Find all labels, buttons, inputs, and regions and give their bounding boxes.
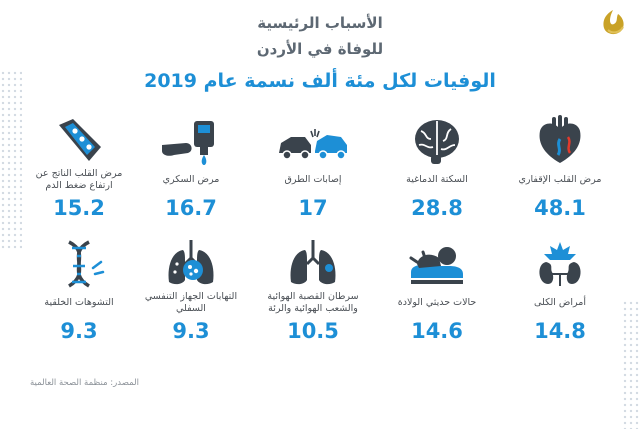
subtitle: الوفيات لكل مئة ألف نسمة عام 2019 [144, 70, 496, 92]
brain-icon [415, 120, 459, 164]
cause-label: مرض السكري [162, 174, 220, 185]
cause-cell-stroke: السكتة الدماغية 28.8 [382, 115, 492, 221]
cause-cell-lung-cancer: سرطان القصبة الهوائية والشعب الهوائية وا… [258, 238, 368, 344]
cause-cell-ischemic-heart: مرض القلب الإقفاري 48.1 [505, 115, 615, 221]
cause-cell-diabetes: مرض السكري 16.7 [136, 115, 246, 221]
decorative-dots-left [0, 70, 22, 250]
cause-value: 9.3 [60, 319, 98, 343]
cause-label: إصابات الطرق [284, 174, 342, 185]
cause-label: حالات حديثي الولادة [397, 297, 477, 308]
car-crash-icon [279, 129, 347, 160]
cause-label: مرض القلب الإقفاري [518, 174, 602, 185]
cause-label: مرض القلب الناتج عن ارتفاع ضغط الدم [35, 168, 123, 191]
cause-value: 28.8 [411, 196, 463, 220]
cause-value: 10.5 [287, 319, 339, 343]
title-line-2: للوفاة في الأردن [256, 40, 384, 58]
heart-icon [539, 115, 581, 163]
aljazeera-logo [603, 10, 624, 35]
artery-icon [59, 119, 101, 161]
title-line-1: الأسباب الرئيسية [257, 14, 383, 32]
cause-label: سرطان القصبة الهوائية والشعب الهوائية وا… [267, 291, 359, 314]
cause-cell-congenital: التشوهات الخلقية 9.3 [24, 238, 134, 344]
cause-value: 9.3 [172, 319, 210, 343]
cause-label: التهابات الجهاز التنفسي السفلي [144, 291, 238, 314]
cause-cell-hypertensive-heart: مرض القلب الناتج عن ارتفاع ضغط الدم 15.2 [24, 115, 134, 221]
blood-glucose-icon [162, 121, 214, 165]
cause-value: 48.1 [534, 196, 586, 220]
cause-value: 17 [298, 196, 328, 220]
lungs-icon [290, 240, 336, 285]
cause-cell-road-injuries: إصابات الطرق 17 [258, 115, 368, 221]
decorative-dots-right [622, 300, 640, 429]
kidney-icon [539, 242, 581, 286]
cause-cell-neonatal: حالات حديثي الولادة 14.6 [382, 238, 492, 344]
cause-cell-lower-respiratory: التهابات الجهاز التنفسي السفلي 9.3 [136, 238, 246, 344]
dna-icon [68, 240, 105, 288]
cause-label: التشوهات الخلقية [44, 297, 114, 308]
source-note: المصدر: منظمة الصحة العالمية [30, 378, 139, 388]
infected-lungs-icon [168, 240, 214, 285]
cause-value: 15.2 [53, 196, 105, 220]
cause-value: 14.8 [534, 319, 586, 343]
cause-label: السكتة الدماغية [406, 174, 468, 185]
newborn-icon [409, 247, 463, 284]
cause-value: 16.7 [165, 196, 217, 220]
cause-cell-kidney: أمراض الكلى 14.8 [505, 238, 615, 344]
cause-value: 14.6 [411, 319, 463, 343]
cause-label: أمراض الكلى [534, 297, 586, 308]
